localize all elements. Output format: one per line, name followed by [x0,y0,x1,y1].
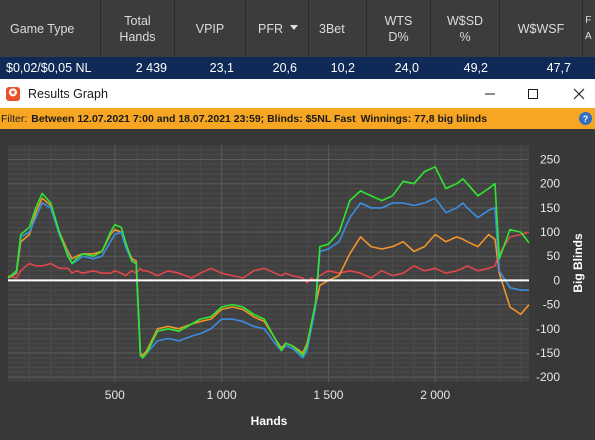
y-tick-label: 50 [547,249,561,263]
col-header-wtsd-label: WTS D% [384,13,413,44]
minimize-button[interactable] [467,79,513,108]
series-line [7,197,529,359]
x-tick-label: 1 500 [313,388,343,402]
x-tick-label: 2 000 [420,388,450,402]
holdem-manager-icon: ✪ [6,86,20,101]
plot-background [8,145,529,382]
col-header-wsd-label: W$SD% [446,13,484,44]
minimize-icon [485,93,495,94]
results-graph-area: 250 200 150 100 50 0 -50 -100 -150 -200 500 1 000 1 … [0,129,595,440]
col-header-pfr[interactable]: PFR [246,0,309,57]
y-axis-label: Big Blinds [571,233,585,293]
x-tick-label: 500 [105,388,125,402]
series-line [7,231,530,284]
col-header-3bet[interactable]: 3Bet [309,0,367,57]
filter-range: Between 12.07.2021 7:00 and 18.07.2021 2… [31,112,356,125]
x-tick-label: 1 000 [207,388,237,402]
y-tick-label: 100 [540,225,560,239]
close-button[interactable] [556,79,595,108]
maximize-button[interactable] [510,79,556,108]
y-tick-label: 150 [540,201,560,215]
cell-3bet: 10,2 [330,61,355,75]
filter-prefix: Filter: [1,112,28,125]
col-header-wsd[interactable]: W$SD% [431,0,500,57]
cell-wtsd: 24,0 [394,61,419,75]
cell-wsd: 49,2 [463,61,488,75]
stats-table-row[interactable]: $0,02/$0,05 NL 2 439 23,1 20,6 10,2 24,0… [0,57,595,79]
sort-desc-icon[interactable] [290,25,298,30]
y-tick-label: 250 [540,153,560,167]
col-header-game-type[interactable]: Game Type [0,0,101,57]
filter-bar: Filter: Between 12.07.2021 7:00 and 18.0… [0,108,595,129]
y-tick-label: 0 [553,273,560,287]
y-tick-label: -150 [536,346,560,360]
cell-game-type: $0,02/$0,05 NL [6,61,92,75]
series-line [7,166,530,359]
window-title: Results Graph [28,86,108,101]
y-tick-label: 200 [540,177,560,191]
help-icon[interactable]: ? [579,112,592,125]
cell-fa [583,57,595,79]
cell-vpip: 23,1 [209,61,234,75]
col-header-vpip[interactable]: VPIP [175,0,246,57]
cell-pfr: 20,6 [272,61,297,75]
maximize-icon [528,88,538,99]
stats-table-header: Game Type Total Hands VPIP PFR 3Bet WTS D%… [0,0,595,57]
col-header-wwsf[interactable]: W$WSF [500,0,583,57]
col-header-total-hands[interactable]: Total Hands [101,0,175,57]
x-axis-label: Hands [251,414,288,428]
y-tick-label: -100 [536,322,560,336]
filter-winnings: Winnings: 77,8 big blinds [360,112,488,125]
results-graph-titlebar[interactable]: ✪ Results Graph [0,79,595,108]
close-icon [573,88,585,99]
y-tick-label: -50 [543,298,561,312]
y-tick-label: -200 [536,370,560,384]
col-header-total-hands-label: Total Hands [119,13,156,44]
col-header-wtsd[interactable]: WTS D% [367,0,431,57]
cell-total-hands: 2 439 [135,61,167,75]
cell-wwsf: 47,7 [546,61,571,75]
